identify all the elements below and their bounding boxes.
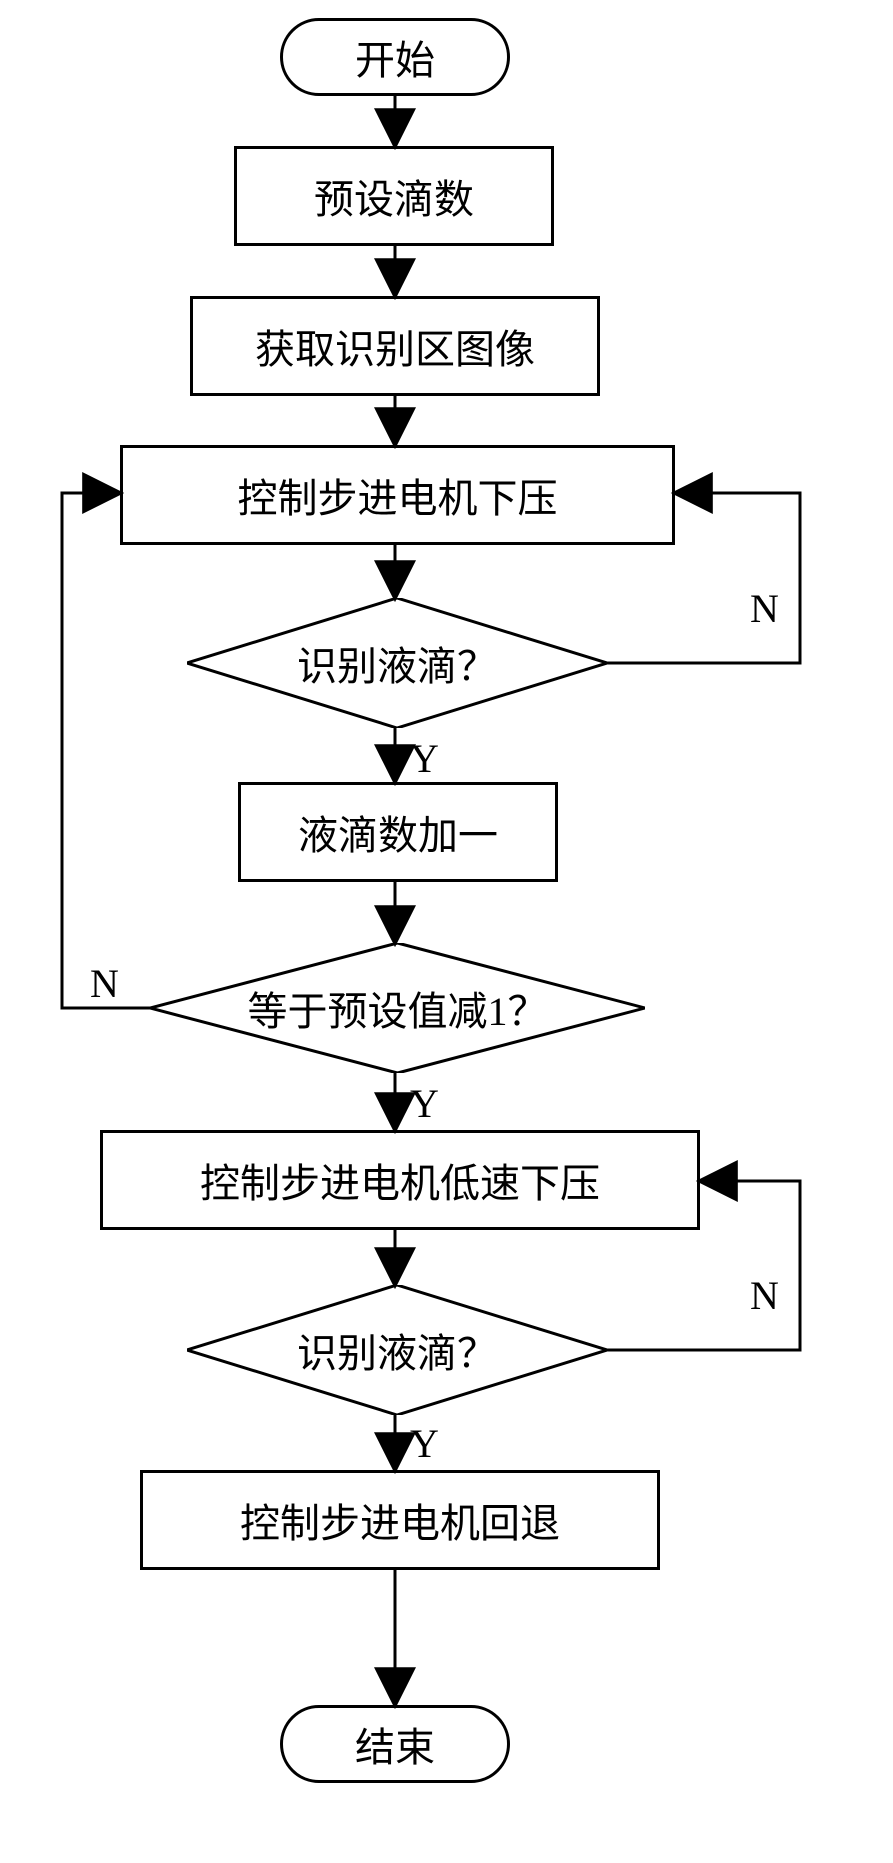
label-y-2: Y	[410, 1080, 439, 1127]
flowchart-arrows	[0, 0, 893, 1863]
process-acquire-image: 获取识别区图像	[190, 296, 600, 396]
label-y-3: Y	[410, 1420, 439, 1467]
decision-detect-drop-2: 识别液滴？	[187, 1285, 607, 1415]
process-add1-text: 液滴数加一	[298, 803, 498, 861]
process-increment-count: 液滴数加一	[238, 782, 558, 882]
terminal-end: 结束	[280, 1705, 510, 1783]
label-n-2: N	[90, 960, 119, 1007]
process-preset-drops: 预设滴数	[234, 146, 554, 246]
decision-detect2-text: 识别液滴？	[297, 1321, 497, 1379]
process-stepper-press: 控制步进电机下压	[120, 445, 675, 545]
decision-detect-drop-1: 识别液滴？	[187, 598, 607, 728]
label-y-1: Y	[410, 735, 439, 782]
process-stepper-low-speed-press: 控制步进电机低速下压	[100, 1130, 700, 1230]
process-lowpress-text: 控制步进电机低速下压	[200, 1151, 600, 1209]
process-preset-text: 预设滴数	[314, 167, 474, 225]
decision-detect1-text: 识别液滴？	[297, 634, 497, 692]
terminal-end-text: 结束	[355, 1715, 435, 1773]
decision-equals-preset-minus-1: 等于预设值减1？	[150, 943, 645, 1073]
label-n-3: N	[750, 1272, 779, 1319]
process-acquire-text: 获取识别区图像	[255, 317, 535, 375]
label-n-1: N	[750, 585, 779, 632]
process-retract-text: 控制步进电机回退	[240, 1491, 560, 1549]
terminal-start-text: 开始	[355, 28, 435, 86]
process-press-text: 控制步进电机下压	[238, 466, 558, 524]
process-stepper-retract: 控制步进电机回退	[140, 1470, 660, 1570]
terminal-start: 开始	[280, 18, 510, 96]
decision-eqpre-text: 等于预设值减1？	[248, 979, 548, 1037]
